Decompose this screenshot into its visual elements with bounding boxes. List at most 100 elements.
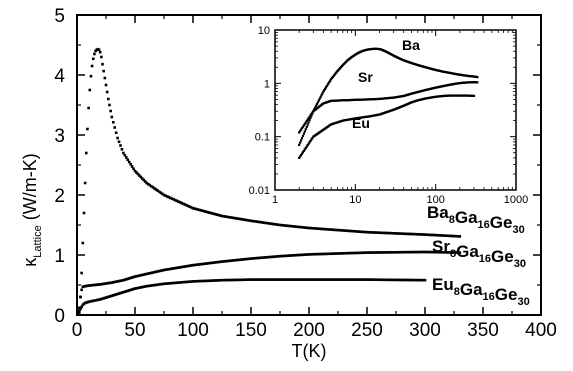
data-point — [246, 278, 250, 281]
inset-data-point — [311, 111, 314, 114]
data-point — [302, 226, 306, 229]
data-point — [198, 279, 201, 283]
data-point — [269, 222, 272, 225]
data-point — [456, 235, 460, 238]
data-point — [151, 186, 155, 189]
data-point — [262, 278, 266, 281]
data-point — [122, 151, 125, 155]
data-point — [404, 232, 407, 236]
data-point — [120, 147, 124, 151]
data-point — [104, 282, 108, 285]
data-point — [94, 299, 98, 302]
data-point — [196, 279, 200, 283]
data-point — [259, 278, 262, 281]
inset-data-point — [306, 144, 309, 147]
data-point — [270, 278, 274, 281]
data-point — [277, 223, 280, 227]
data-point — [103, 76, 107, 80]
data-point — [322, 252, 325, 256]
inset-data-point — [306, 118, 309, 121]
data-point — [420, 233, 424, 236]
data-point — [138, 274, 142, 277]
data-point — [351, 229, 354, 233]
series-label: Eu8Ga16Ge30 — [432, 275, 530, 308]
data-point — [386, 278, 390, 282]
data-point — [135, 171, 138, 174]
data-point — [222, 278, 225, 282]
data-point — [244, 278, 248, 281]
data-point — [307, 226, 311, 230]
data-point — [341, 229, 345, 232]
data-point — [309, 253, 312, 256]
data-point — [157, 190, 161, 194]
data-point — [175, 199, 179, 203]
data-point — [87, 284, 90, 287]
inset-series-label: Sr — [358, 69, 373, 85]
data-point — [412, 250, 416, 254]
data-point — [254, 278, 258, 281]
data-point — [146, 272, 150, 275]
data-point — [96, 283, 99, 286]
data-point — [394, 251, 398, 254]
data-point — [136, 274, 140, 278]
data-point — [145, 284, 148, 288]
series-label-part: Ga — [460, 280, 483, 299]
data-point — [217, 279, 221, 282]
data-point — [275, 278, 279, 281]
inset-data-point — [308, 141, 311, 144]
data-point — [375, 251, 378, 254]
data-point — [373, 251, 377, 254]
data-point — [198, 208, 201, 212]
inset-data-point — [306, 123, 309, 126]
data-point — [220, 278, 224, 282]
data-point — [389, 231, 393, 235]
data-point — [330, 228, 333, 231]
data-point — [347, 278, 351, 281]
data-point — [136, 286, 140, 290]
inset-data-point — [317, 99, 320, 102]
data-point — [188, 264, 192, 268]
inset-data-point — [301, 134, 305, 138]
data-point — [252, 219, 256, 223]
data-point — [399, 250, 403, 254]
data-point — [423, 278, 427, 282]
data-point — [178, 281, 182, 284]
data-point — [145, 181, 148, 185]
data-point — [164, 268, 167, 272]
data-point — [177, 281, 180, 284]
data-point — [368, 231, 372, 234]
data-point — [133, 287, 137, 290]
data-point — [278, 278, 282, 281]
data-point — [359, 251, 362, 255]
data-point — [114, 280, 118, 283]
data-point — [307, 253, 311, 256]
data-point — [88, 88, 92, 92]
data-point — [336, 252, 340, 255]
data-point — [351, 278, 354, 281]
data-point — [357, 230, 361, 233]
data-point — [301, 278, 304, 281]
data-point — [333, 252, 337, 255]
data-point — [143, 273, 146, 276]
data-point — [296, 253, 300, 257]
data-point — [206, 262, 209, 265]
data-point — [148, 183, 152, 187]
data-point — [401, 250, 404, 254]
data-point — [277, 255, 280, 258]
data-point — [199, 279, 203, 283]
inset-series-Sr8Ga16Ge30 — [298, 81, 479, 134]
data-point — [207, 261, 211, 265]
data-point — [328, 228, 332, 231]
data-point — [310, 278, 314, 281]
inset-data-point — [299, 139, 303, 142]
data-point — [267, 278, 271, 281]
data-point — [264, 221, 267, 225]
data-point — [91, 299, 95, 303]
data-point — [141, 273, 145, 277]
inset-data-point — [299, 153, 303, 157]
data-point — [309, 226, 312, 230]
data-point — [396, 250, 399, 254]
data-point — [256, 220, 259, 224]
data-point — [331, 228, 335, 232]
data-point — [256, 278, 259, 281]
